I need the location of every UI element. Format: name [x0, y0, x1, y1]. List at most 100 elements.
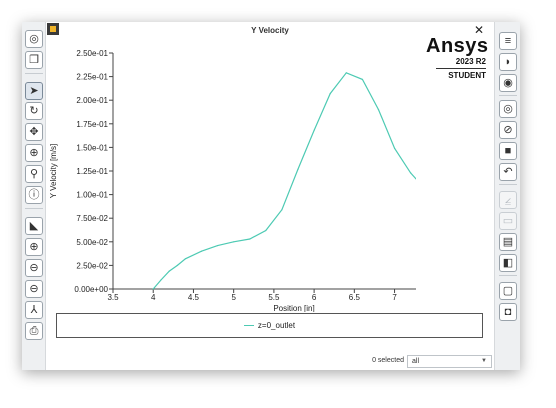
- zoom-in-icon: ⊕: [29, 240, 39, 253]
- legend-entries-icon: ◧: [502, 256, 514, 269]
- zoom-button[interactable]: ⚲: [25, 165, 43, 183]
- data-point: [233, 241, 235, 243]
- toolbar-separator: [499, 184, 517, 185]
- x-tick-label: 5.5: [268, 293, 280, 302]
- camera-icon: ⎙: [29, 324, 39, 337]
- info-icon: ⓘ: [28, 188, 40, 201]
- x-tick-label: 6.5: [349, 293, 361, 302]
- selection-filter-dropdown[interactable]: all ▼: [407, 355, 492, 368]
- probe-button[interactable]: ◣: [25, 217, 43, 235]
- surface-icon: ◗: [504, 55, 512, 68]
- zoom-in-button[interactable]: ⊕: [25, 238, 43, 256]
- window-button[interactable]: ▢: [499, 282, 517, 300]
- rotate-button[interactable]: ↻: [25, 102, 43, 120]
- data-point: [184, 258, 186, 260]
- logo-version: 2023 R2: [455, 57, 486, 66]
- x-tick-label: 7: [392, 293, 397, 302]
- view-eye-button[interactable]: ◎: [499, 100, 517, 118]
- data-point: [168, 270, 170, 272]
- legend-entries-button[interactable]: ◧: [499, 254, 517, 272]
- selection-filter-value: all: [412, 358, 420, 365]
- data-point: [200, 250, 203, 252]
- y-tick-label: 1.00e-01: [76, 191, 108, 200]
- y-tick-label: 2.50e-01: [76, 49, 108, 58]
- close-icon[interactable]: ✕: [473, 23, 484, 37]
- y-tick-label: 7.50e-02: [76, 214, 108, 223]
- zoom-icon: ⚲: [29, 167, 39, 180]
- contour-icon: ◉: [503, 76, 513, 89]
- surface-button[interactable]: ◗: [499, 53, 517, 71]
- fluent-app-icon: [47, 23, 59, 35]
- record-button[interactable]: ◘: [499, 303, 517, 321]
- legend-swatch: [243, 325, 254, 326]
- logo-brand: Ansys: [426, 35, 489, 57]
- zoom-out-button[interactable]: ⊖: [25, 259, 43, 277]
- xy-plot: 0.00e+00 2.50e-02 5.00e-02 7.50e-02 1.00e-01…: [49, 49, 416, 312]
- legend-toggle-icon: ▭: [502, 214, 514, 227]
- y-tick-label: 1.75e-01: [76, 120, 108, 129]
- plot-axes-icon: ⦤: [504, 193, 512, 206]
- logo-divider: [436, 68, 486, 69]
- data-point: [361, 78, 363, 81]
- y-tick-label: 2.50e-02: [76, 261, 108, 270]
- select-pointer-button[interactable]: ➤: [25, 82, 43, 100]
- x-tick-label: 3.5: [107, 293, 119, 302]
- data-point: [393, 147, 396, 149]
- zoom-box-button[interactable]: ⊕: [25, 144, 43, 162]
- y-tick-label: 2.25e-01: [76, 73, 108, 82]
- y-tick-label: 5.00e-02: [76, 238, 108, 247]
- view-eye-hidden-icon: ⊘: [503, 123, 513, 136]
- y-tick-label: 1.50e-01: [76, 143, 108, 152]
- pan-icon: ✥: [29, 125, 39, 138]
- x-tick-label: 4.5: [188, 293, 200, 302]
- undo-view-icon: ↶: [503, 165, 513, 178]
- toolbar-separator: [499, 95, 517, 96]
- fill-icon: ■: [504, 144, 512, 157]
- camera-button[interactable]: ⎙: [25, 322, 43, 340]
- legend-label: z=0_outlet: [257, 321, 296, 330]
- title-bar: Y Velocity ✕: [46, 22, 494, 40]
- y-tick-label: 2.00e-01: [76, 96, 108, 105]
- pan-button[interactable]: ✥: [25, 123, 43, 141]
- window-icon: ▢: [502, 284, 514, 297]
- text-box-icon: ▤: [502, 235, 514, 248]
- x-tick-label: 5: [231, 293, 236, 302]
- view-eye-icon: ◎: [503, 102, 513, 115]
- data-point: [152, 288, 154, 290]
- record-icon: ◘: [504, 305, 512, 318]
- fill-button[interactable]: ■: [499, 142, 517, 160]
- layers-icon: ≡: [504, 34, 512, 47]
- info-button[interactable]: ⓘ: [25, 186, 43, 204]
- data-point: [345, 72, 347, 74]
- layers-button[interactable]: ≡: [499, 32, 517, 50]
- legend-toggle-button[interactable]: ▭: [499, 212, 517, 230]
- y-tick-label: 1.25e-01: [76, 167, 108, 176]
- axes-button[interactable]: ⅄: [25, 301, 43, 319]
- data-point: [377, 109, 380, 111]
- status-bar: 0 selected all ▼: [46, 352, 494, 370]
- toolbar-separator: [499, 275, 517, 276]
- plot-axes-button[interactable]: ⦤: [499, 191, 517, 209]
- zoom-fit-button[interactable]: ⊖: [25, 280, 43, 298]
- data-point: [410, 172, 412, 174]
- toolbar-separator: [25, 208, 43, 209]
- view-eye-hidden-button[interactable]: ⊘: [499, 121, 517, 139]
- y-tick-label: 0.00e+00: [74, 285, 108, 294]
- legend-box: z=0_outlet: [56, 313, 483, 338]
- x-axis-title: Position [in]: [273, 304, 314, 312]
- color-wheel-icon: ◎: [29, 32, 39, 45]
- chevron-down-icon: ▼: [481, 358, 487, 364]
- selection-count: 0 selected: [372, 357, 404, 364]
- contour-button[interactable]: ◉: [499, 74, 517, 92]
- undo-view-button[interactable]: ↶: [499, 163, 517, 181]
- color-wheel-button[interactable]: ◎: [25, 30, 43, 48]
- x-tick-label: 4: [151, 293, 156, 302]
- data-point: [281, 209, 283, 211]
- zoom-box-icon: ⊕: [29, 146, 39, 159]
- data-point: [249, 238, 251, 240]
- x-tick-label: 6: [312, 293, 317, 302]
- ansys-logo: Ansys 2023 R2 STUDENT: [426, 35, 489, 80]
- copy-view-button[interactable]: ❐: [25, 51, 43, 69]
- data-point: [297, 168, 299, 170]
- text-box-button[interactable]: ▤: [499, 233, 517, 251]
